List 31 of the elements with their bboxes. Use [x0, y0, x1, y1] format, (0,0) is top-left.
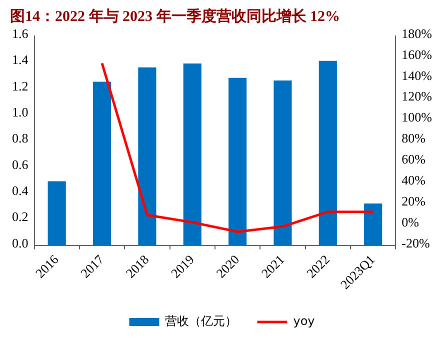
y2-tick-label: 100%: [402, 110, 432, 125]
bar: [364, 203, 382, 246]
bar: [228, 78, 247, 246]
legend-label: 营收（亿元）: [165, 314, 238, 328]
bar: [92, 82, 112, 246]
y-tick-label: 0.8: [12, 130, 28, 146]
bar: [138, 67, 156, 246]
y-tick-label: 1.6: [12, 26, 29, 41]
y2-tick-label: 40%: [402, 172, 426, 188]
legend-label: yoy: [293, 314, 315, 328]
bar: [274, 80, 292, 246]
y2-tick-label: 160%: [402, 46, 432, 62]
y2-tick-label: 60%: [402, 152, 426, 167]
y-tick-label: 0.4: [12, 182, 29, 198]
y-tick-label: 0.6: [12, 156, 29, 172]
bar: [183, 63, 202, 246]
chart-title: 图14：2022 年与 2023 年一季度营收同比增长 12%: [10, 6, 340, 25]
y-tick-label: 1.2: [12, 78, 28, 94]
y-tick-label: 0.0: [12, 235, 28, 250]
y-tick-label: 1.0: [12, 104, 28, 120]
y2-tick-label: -20%: [402, 235, 430, 250]
y2-tick-label: 180%: [402, 26, 432, 41]
y2-tick-label: 20%: [402, 193, 426, 208]
y2-tick-label: 140%: [402, 68, 432, 83]
y-tick-label: 1.4: [12, 52, 29, 68]
y2-tick-label: 80%: [402, 130, 426, 146]
bar: [318, 60, 337, 246]
y2-tick-label: 0%: [402, 214, 420, 230]
y-tick-label: 0.2: [12, 209, 28, 224]
bar: [48, 181, 66, 246]
y2-tick-label: 120%: [402, 88, 432, 104]
